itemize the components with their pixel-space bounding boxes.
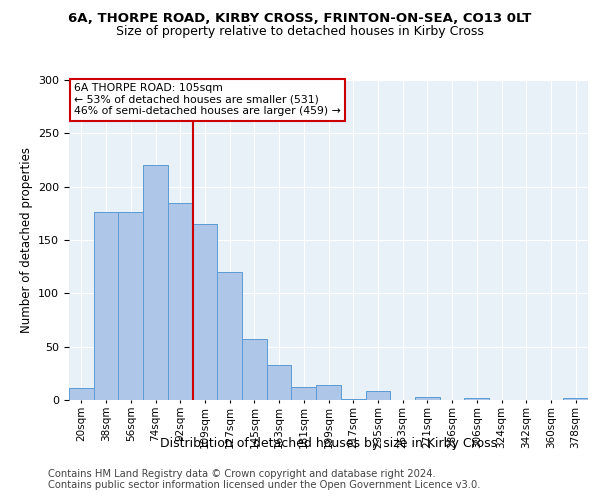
Bar <box>341 399 365 400</box>
Bar <box>415 397 440 400</box>
Bar <box>316 385 341 400</box>
Bar <box>242 339 267 400</box>
Bar <box>292 387 316 400</box>
Text: Size of property relative to detached houses in Kirby Cross: Size of property relative to detached ho… <box>116 25 484 38</box>
Text: Distribution of detached houses by size in Kirby Cross: Distribution of detached houses by size … <box>160 438 497 450</box>
Y-axis label: Number of detached properties: Number of detached properties <box>20 147 32 333</box>
Text: Contains HM Land Registry data © Crown copyright and database right 2024.: Contains HM Land Registry data © Crown c… <box>48 469 436 479</box>
Bar <box>193 224 217 400</box>
Bar <box>464 398 489 400</box>
Text: Contains public sector information licensed under the Open Government Licence v3: Contains public sector information licen… <box>48 480 481 490</box>
Bar <box>118 212 143 400</box>
Bar <box>143 166 168 400</box>
Bar <box>94 212 118 400</box>
Bar <box>217 272 242 400</box>
Text: 6A THORPE ROAD: 105sqm
← 53% of detached houses are smaller (531)
46% of semi-de: 6A THORPE ROAD: 105sqm ← 53% of detached… <box>74 83 341 116</box>
Bar <box>69 388 94 400</box>
Text: 6A, THORPE ROAD, KIRBY CROSS, FRINTON-ON-SEA, CO13 0LT: 6A, THORPE ROAD, KIRBY CROSS, FRINTON-ON… <box>68 12 532 26</box>
Bar <box>365 392 390 400</box>
Bar <box>563 398 588 400</box>
Bar <box>168 202 193 400</box>
Bar <box>267 365 292 400</box>
